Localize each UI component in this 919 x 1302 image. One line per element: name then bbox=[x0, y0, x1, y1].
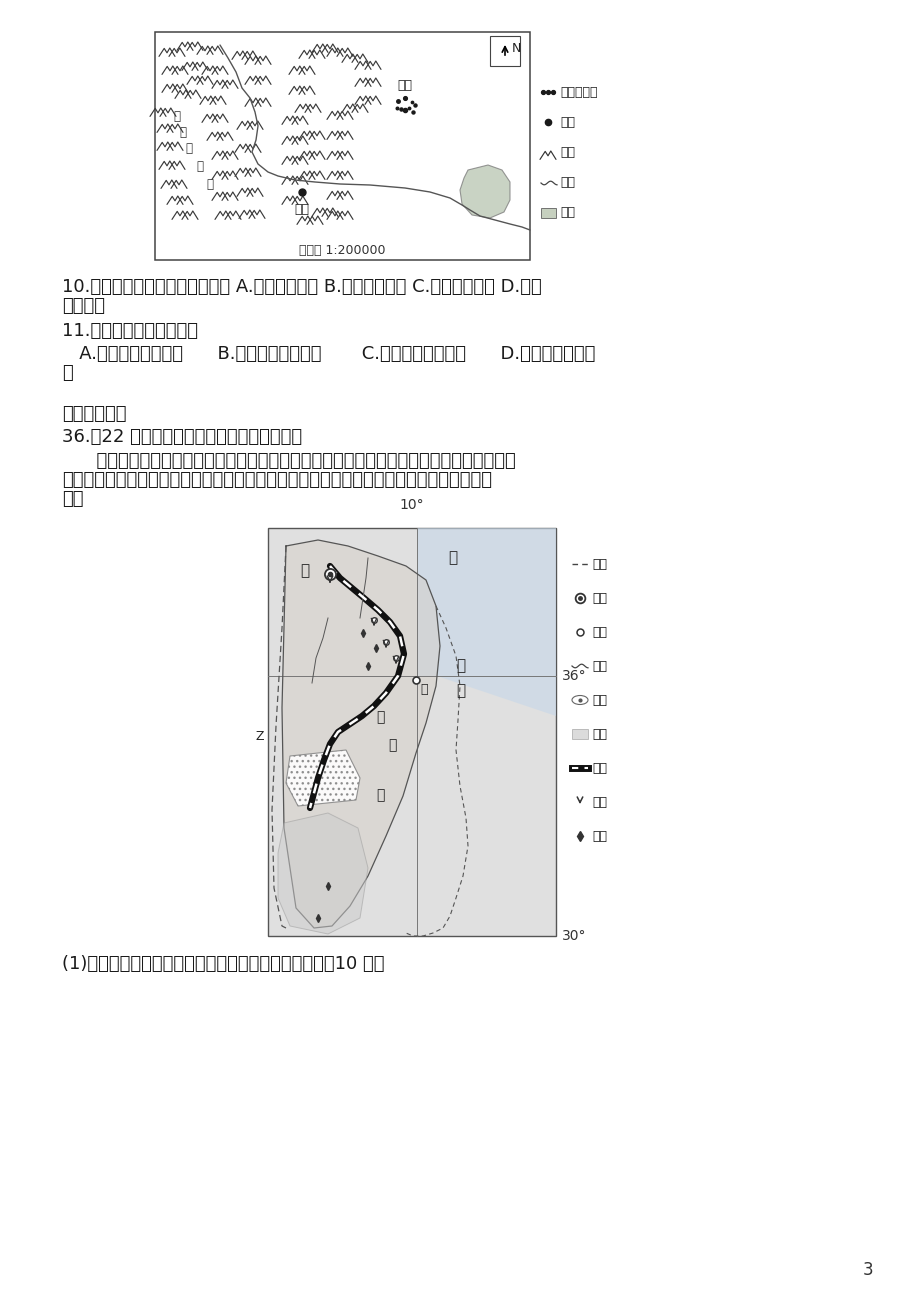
FancyBboxPatch shape bbox=[490, 36, 519, 66]
Text: 首都: 首都 bbox=[591, 591, 607, 604]
Text: 10°: 10° bbox=[399, 497, 424, 512]
Text: 地: 地 bbox=[448, 549, 457, 565]
Text: 比例尺 1:200000: 比例尺 1:200000 bbox=[299, 243, 385, 256]
Text: 国界: 国界 bbox=[591, 557, 607, 570]
Text: 石: 石 bbox=[174, 109, 180, 122]
Ellipse shape bbox=[572, 695, 587, 704]
Text: 港口: 港口 bbox=[591, 796, 607, 809]
Text: 斯: 斯 bbox=[376, 788, 384, 802]
Text: 活动频繁: 活动频繁 bbox=[62, 297, 105, 315]
Text: 泉水: 泉水 bbox=[560, 116, 574, 129]
Text: 10.图示地区最主要的外力作用是 A.流水侵蚀作用 B.流水堆积作用 C.风力侵蚀作用 D.岩浆: 10.图示地区最主要的外力作用是 A.流水侵蚀作用 B.流水堆积作用 C.风力侵… bbox=[62, 279, 541, 296]
Polygon shape bbox=[416, 529, 555, 716]
Text: 脉: 脉 bbox=[206, 177, 213, 190]
Text: 突尼斯位于非洲北端，隔突尼斯海峡与意大利相望，经济以农业为主，工业主要有矿产开: 突尼斯位于非洲北端，隔突尼斯海峡与意大利相望，经济以农业为主，工业主要有矿产开 bbox=[62, 452, 516, 470]
Text: 灰: 灰 bbox=[179, 125, 187, 138]
Text: 甲: 甲 bbox=[300, 562, 309, 578]
FancyBboxPatch shape bbox=[540, 208, 555, 217]
Polygon shape bbox=[282, 540, 439, 928]
Text: 二．非选择题: 二．非选择题 bbox=[62, 405, 127, 423]
Text: 甲泉: 甲泉 bbox=[294, 203, 309, 216]
Text: 30°: 30° bbox=[562, 930, 586, 943]
Text: 玄武岩岩块: 玄武岩岩块 bbox=[560, 86, 596, 99]
Polygon shape bbox=[286, 750, 359, 806]
FancyBboxPatch shape bbox=[572, 729, 587, 740]
Text: 河流: 河流 bbox=[560, 177, 574, 190]
Text: 河流: 河流 bbox=[591, 660, 607, 673]
Text: 山脉: 山脉 bbox=[560, 147, 574, 160]
Text: 突: 突 bbox=[376, 710, 384, 724]
Text: 海: 海 bbox=[456, 684, 465, 698]
Text: 乙泉: 乙泉 bbox=[397, 79, 412, 92]
Polygon shape bbox=[460, 165, 509, 217]
Text: 岩: 岩 bbox=[186, 142, 192, 155]
Text: 3: 3 bbox=[862, 1262, 872, 1279]
Text: 岩: 岩 bbox=[197, 160, 203, 172]
Text: A.水温高，含钙量高      B.水温低，含钙量低       C.水温高，含钙量低      D.水温低，含钙量: A.水温高，含钙量高 B.水温低，含钙量低 C.水温高，含钙量低 D.水温低，含… bbox=[62, 345, 595, 363]
Text: 沙漠: 沙漠 bbox=[591, 728, 607, 741]
Text: N: N bbox=[512, 42, 521, 55]
Text: 磷矿: 磷矿 bbox=[591, 829, 607, 842]
Text: 湖泊: 湖泊 bbox=[560, 207, 574, 220]
Text: 铁路: 铁路 bbox=[591, 762, 607, 775]
FancyBboxPatch shape bbox=[267, 529, 555, 936]
Text: Z: Z bbox=[255, 730, 265, 743]
Text: (1)与乙城相比，说明甲城发展化肥工业的有利条件。（10 分）: (1)与乙城相比，说明甲城发展化肥工业的有利条件。（10 分） bbox=[62, 954, 384, 973]
Text: 36°: 36° bbox=[562, 669, 586, 684]
Text: 高: 高 bbox=[62, 365, 73, 381]
Text: 城市: 城市 bbox=[591, 625, 607, 638]
Text: 乙: 乙 bbox=[420, 684, 427, 697]
Text: 11.与甲泉水相比，乙泉水: 11.与甲泉水相比，乙泉水 bbox=[62, 322, 198, 340]
FancyBboxPatch shape bbox=[154, 33, 529, 260]
Text: 图。: 图。 bbox=[62, 490, 84, 508]
Text: 盐沼: 盐沼 bbox=[591, 694, 607, 707]
Text: 采业、以磷酸盐为原料的化肥工业等，产品面向国际市场。右图为突尼斯部分地理事物分布: 采业、以磷酸盐为原料的化肥工业等，产品面向国际市场。右图为突尼斯部分地理事物分布 bbox=[62, 471, 492, 490]
Polygon shape bbox=[278, 812, 368, 934]
Text: 尼: 尼 bbox=[388, 738, 396, 753]
Text: 36.（22 分）阅读图文材料，完成下列要求。: 36.（22 分）阅读图文材料，完成下列要求。 bbox=[62, 428, 301, 447]
Text: 中: 中 bbox=[456, 658, 465, 673]
